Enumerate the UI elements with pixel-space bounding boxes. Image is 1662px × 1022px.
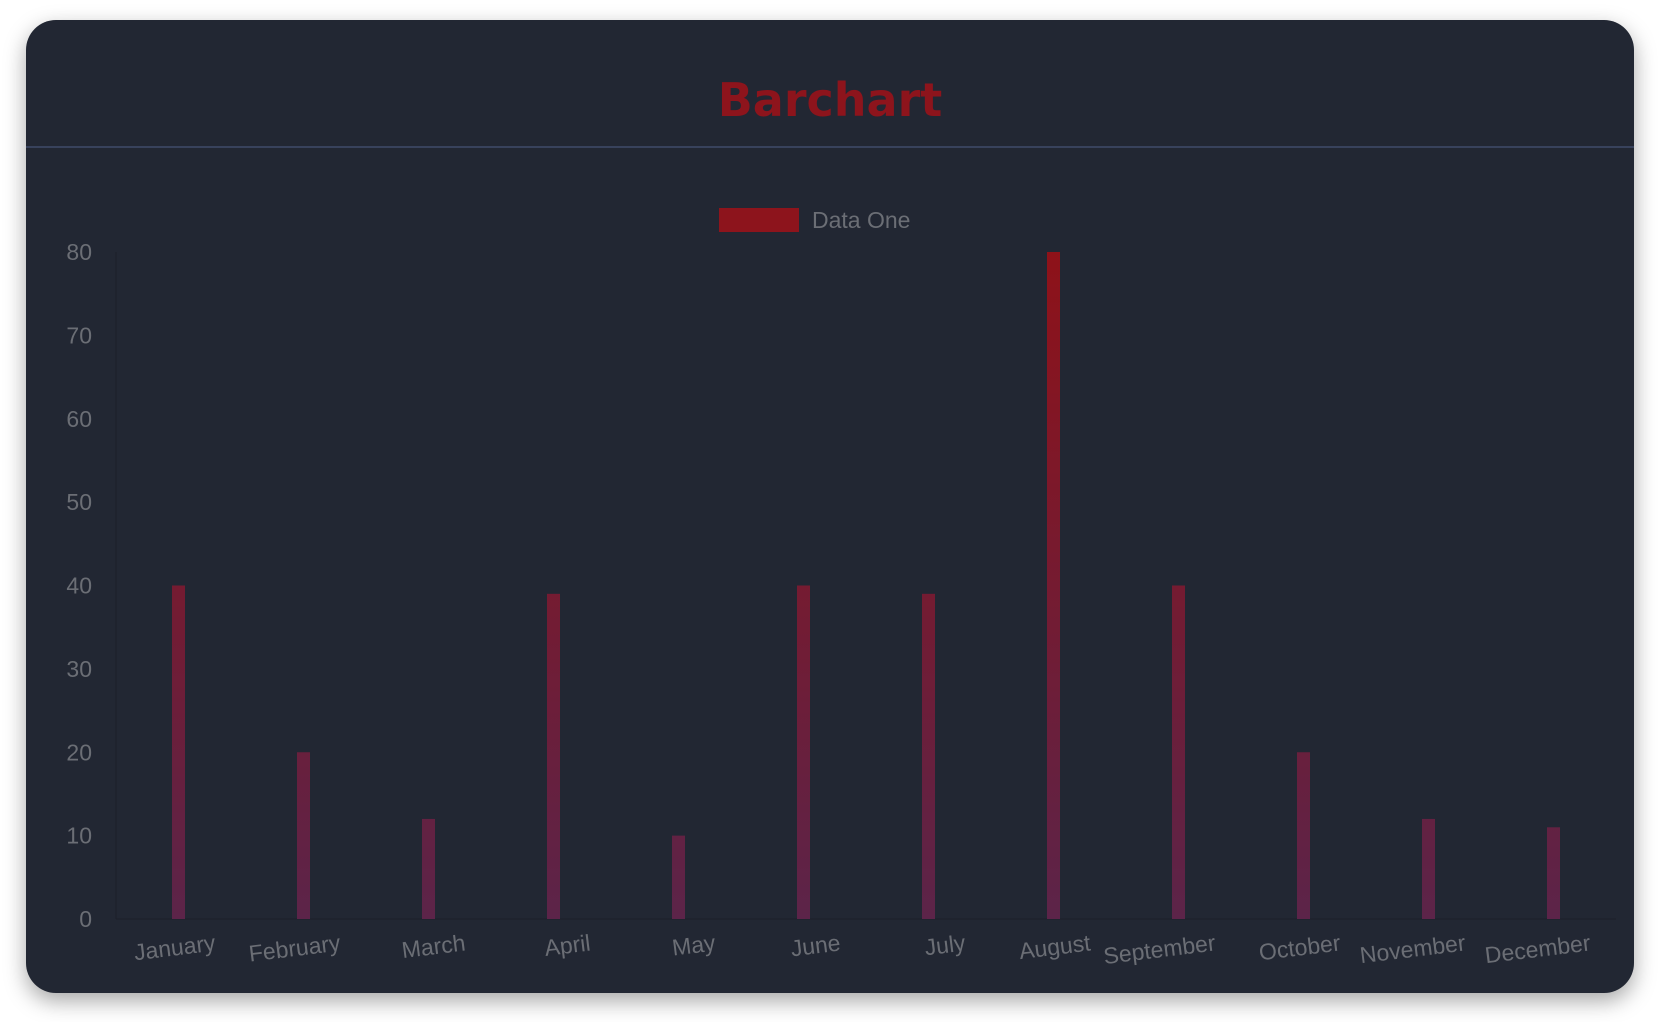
bar-may[interactable] xyxy=(672,835,685,919)
bar-july[interactable] xyxy=(922,593,935,919)
x-tick-label: January xyxy=(132,929,217,965)
bar-november[interactable] xyxy=(1422,818,1435,919)
x-tick-label: July xyxy=(923,929,967,960)
bar-august[interactable] xyxy=(1047,252,1060,919)
bar-january[interactable] xyxy=(172,585,185,920)
y-tick-label: 0 xyxy=(79,906,92,932)
x-tick-label: August xyxy=(1018,929,1093,964)
legend-swatch xyxy=(719,208,799,232)
x-tick-label: February xyxy=(247,929,342,966)
bar-chart: Data One 0 10 20 30 40 50 60 70 80 January Februa… xyxy=(66,207,1616,969)
chart-card: Barchart Data One 0 10 20 30 40 50 60 70 80 Janu… xyxy=(26,20,1634,993)
bar-october[interactable] xyxy=(1297,752,1310,919)
x-tick-label: October xyxy=(1257,929,1342,965)
y-tick-label: 70 xyxy=(66,322,92,348)
y-tick-label: 40 xyxy=(66,573,92,599)
bar-april[interactable] xyxy=(547,593,560,919)
bar-march[interactable] xyxy=(422,818,435,919)
bar-september[interactable] xyxy=(1172,585,1185,920)
x-tick-label: April xyxy=(543,930,592,961)
x-tick-label: September xyxy=(1102,929,1217,969)
x-tick-label: November xyxy=(1358,929,1467,968)
legend-label: Data One xyxy=(812,207,910,233)
y-tick-label: 10 xyxy=(66,823,92,849)
y-tick-label: 20 xyxy=(66,739,92,765)
bar-february[interactable] xyxy=(297,752,310,919)
y-tick-label: 80 xyxy=(66,239,92,265)
y-tick-label: 50 xyxy=(66,489,92,515)
x-tick-label: March xyxy=(400,930,467,964)
bar-june[interactable] xyxy=(797,585,810,920)
legend[interactable]: Data One xyxy=(719,207,910,233)
y-tick-label: 60 xyxy=(66,406,92,432)
bar-december[interactable] xyxy=(1547,827,1560,919)
header-divider xyxy=(26,146,1634,148)
x-tick-label: December xyxy=(1483,929,1592,968)
x-tick-label: June xyxy=(789,930,842,962)
page-title: Barchart xyxy=(717,73,943,127)
y-tick-label: 30 xyxy=(66,656,92,682)
x-tick-label: May xyxy=(671,929,718,960)
